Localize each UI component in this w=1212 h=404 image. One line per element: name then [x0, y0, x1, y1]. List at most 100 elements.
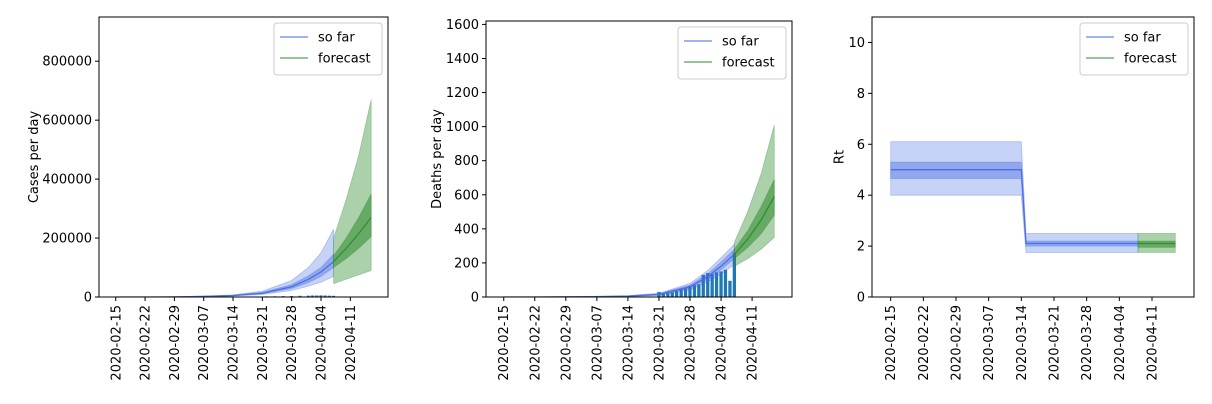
y-tick-label: 2	[857, 240, 865, 255]
data-bar	[714, 272, 719, 297]
y-tick-label: 0	[857, 291, 865, 306]
legend-label-so-far: so far	[1124, 31, 1161, 46]
y-axis-label: Rt	[833, 150, 848, 164]
legend-box	[677, 26, 787, 80]
chart-panel-2: 0 200 400 600 800 1000 1200 1400 1600 2020-02-15 2…	[430, 18, 793, 381]
legend: so far forecast	[1079, 22, 1189, 76]
legend-label-forecast: forecast	[722, 56, 775, 71]
plot-area	[503, 124, 775, 297]
x-tick-label: 2020-04-11	[746, 305, 761, 381]
x-tick-label: 2020-02-22	[528, 305, 543, 381]
x-tick-label: 2020-03-21	[1048, 305, 1063, 381]
y-tick-label: 8	[857, 87, 865, 102]
legend-label-so-far: so far	[318, 31, 355, 46]
y-tick-label: 400	[454, 222, 479, 237]
y-tick-label: 1600	[446, 18, 479, 33]
y-tick-label: 1000	[446, 120, 479, 135]
x-tick-label: 2020-04-11	[1146, 305, 1161, 381]
data-bar	[319, 295, 323, 297]
x-tick-label: 2020-03-28	[1080, 305, 1095, 381]
plot-area	[890, 141, 1176, 253]
data-bar	[332, 295, 336, 297]
data-bar	[670, 292, 674, 297]
y-tick-label: 10	[848, 36, 865, 51]
x-tick-label: 2020-03-14	[227, 305, 242, 381]
y-tick-label: 200	[454, 256, 479, 271]
data-bar	[697, 284, 701, 297]
data-bar	[723, 269, 728, 297]
y-tick-label: 200000	[42, 232, 92, 247]
x-tick-label: 2020-03-21	[652, 305, 667, 381]
data-bar	[719, 271, 723, 297]
x-tick-label: 2020-04-04	[314, 305, 329, 381]
x-tick-label: 2020-03-07	[590, 305, 605, 381]
x-tick-label: 2020-02-22	[139, 305, 154, 381]
y-tick-label: 800	[454, 154, 479, 169]
legend-label-forecast: forecast	[318, 52, 371, 67]
data-bar	[683, 288, 688, 297]
x-tick-label: 2020-04-04	[715, 305, 730, 381]
x-tick-label: 2020-03-28	[684, 305, 699, 381]
y-tick-label: 400000	[42, 173, 92, 188]
y-axis-label: Cases per day	[27, 111, 42, 204]
x-tick-label: 2020-04-11	[344, 305, 359, 381]
so-far-outer-band	[115, 229, 334, 297]
so-far-median-line	[890, 169, 1138, 245]
data-bar	[706, 273, 710, 297]
x-tick-label: 2020-03-14	[1015, 305, 1030, 381]
legend: so far forecast	[273, 22, 383, 76]
data-bar	[692, 285, 697, 297]
axes-frame	[485, 20, 793, 298]
data-bar	[675, 291, 679, 297]
y-tick-label: 0	[471, 291, 479, 306]
forecast-inner-band	[333, 193, 372, 269]
legend: so far forecast	[677, 26, 787, 80]
data-bar	[661, 293, 665, 297]
chart-panel-3: 0 2 4 6 8 10 2020-02-15 2020-02-22 2020-02-29 202…	[833, 16, 1195, 381]
data-bar	[666, 292, 670, 297]
legend-label-forecast: forecast	[1124, 52, 1177, 67]
legend-box	[1079, 22, 1189, 76]
legend-box	[273, 22, 383, 76]
forecast-median-line	[333, 217, 372, 263]
axes-frame	[871, 16, 1195, 298]
forecast-median-line	[733, 196, 775, 255]
x-tick-label: 2020-02-22	[917, 305, 932, 381]
y-tick-label: 600	[454, 188, 479, 203]
y-tick-label: 1200	[446, 86, 479, 101]
data-bar	[688, 285, 692, 297]
x-tick-label: 2020-02-15	[884, 305, 899, 381]
x-tick-label: 2020-02-15	[497, 305, 512, 381]
x-tick-label: 2020-02-15	[109, 305, 124, 381]
x-tick-label: 2020-04-04	[1113, 305, 1128, 381]
forecast-outer-band	[733, 124, 775, 267]
x-tick-label: 2020-03-14	[621, 305, 636, 381]
data-bar	[298, 295, 302, 297]
so-far-outer-band	[890, 141, 1139, 253]
y-tick-label: 1400	[446, 52, 479, 67]
data-bar	[315, 295, 319, 297]
forecast-inner-band	[733, 179, 775, 260]
x-tick-label: 2020-03-28	[285, 305, 300, 381]
y-tick-label: 6	[857, 138, 865, 153]
data-bar	[710, 274, 714, 297]
y-tick-label: 600000	[42, 114, 92, 129]
plot-area	[115, 99, 372, 297]
y-tick-label: 800000	[42, 55, 92, 70]
x-tick-label: 2020-02-29	[950, 305, 965, 381]
x-tick-label: 2020-02-29	[559, 305, 574, 381]
x-tick-label: 2020-03-07	[982, 305, 997, 381]
axes-frame	[98, 16, 389, 298]
data-bar	[679, 289, 683, 297]
data-bar	[327, 295, 331, 297]
data-bar	[728, 280, 732, 297]
x-tick-label: 2020-03-21	[256, 305, 271, 381]
data-bar	[306, 295, 310, 297]
legend-label-so-far: so far	[722, 35, 759, 50]
data-bar	[323, 295, 327, 297]
forecast-inner-band	[1137, 240, 1176, 248]
y-axis-label: Deaths per day	[430, 109, 445, 209]
y-tick-label: 4	[857, 189, 865, 204]
data-bar	[311, 295, 315, 297]
